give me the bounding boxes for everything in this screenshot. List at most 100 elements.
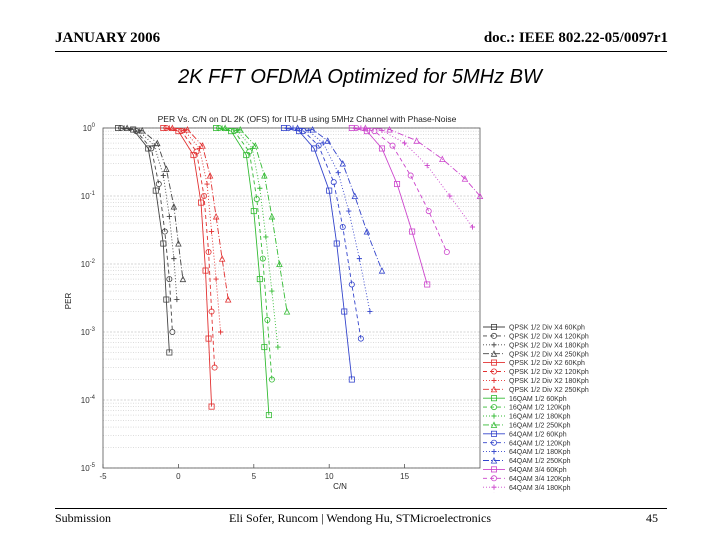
footer-submission: Submission — [55, 511, 112, 525]
data-point — [491, 449, 497, 455]
y-tick-label: 10-3 — [81, 327, 96, 337]
data-point — [169, 124, 176, 131]
legend-label: 16QAM 1/2 120Kph — [509, 405, 571, 412]
data-point — [174, 296, 180, 303]
series-line — [121, 127, 173, 333]
series-17 — [348, 124, 431, 288]
data-point — [154, 139, 161, 147]
data-point — [206, 172, 214, 179]
data-point — [490, 404, 497, 411]
footer-rule — [55, 508, 667, 509]
data-point — [280, 124, 287, 131]
data-point — [490, 395, 497, 402]
data-point — [269, 288, 275, 294]
data-point — [193, 148, 200, 155]
data-point — [476, 192, 484, 199]
x-tick-label: -5 — [99, 472, 107, 481]
header-rule — [55, 51, 667, 52]
series-line — [118, 127, 170, 353]
series-line — [356, 127, 448, 253]
data-point — [491, 413, 497, 419]
data-point — [208, 228, 215, 235]
data-point — [447, 193, 453, 199]
data-point — [263, 234, 269, 240]
data-point — [413, 137, 420, 144]
data-point — [221, 124, 229, 131]
data-point — [224, 296, 232, 303]
y-tick-label: 10-1 — [81, 191, 96, 201]
data-point — [202, 267, 209, 274]
data-point — [290, 125, 296, 131]
data-point — [311, 145, 318, 152]
x-axis-label: C/N — [333, 482, 347, 491]
data-point — [208, 308, 215, 315]
header-date: JANUARY 2006 — [55, 30, 161, 46]
data-point — [166, 213, 172, 220]
header-doc-id: doc.: IEEE 802.22-05/0097r1 — [483, 30, 668, 46]
data-point — [261, 172, 268, 179]
data-point — [252, 142, 259, 149]
series-5 — [160, 124, 215, 410]
data-point — [259, 255, 266, 262]
data-point — [211, 364, 218, 371]
data-point — [268, 212, 276, 220]
data-point — [198, 199, 205, 206]
data-point — [425, 208, 432, 215]
data-point — [490, 368, 497, 375]
data-point — [208, 403, 215, 410]
data-point — [443, 249, 450, 256]
y-tick-label: 10-5 — [81, 463, 96, 473]
data-point — [324, 137, 331, 144]
data-point — [333, 240, 340, 247]
data-point — [256, 276, 263, 283]
series-line — [127, 127, 184, 280]
data-point — [243, 152, 250, 159]
data-point — [163, 296, 170, 303]
plot-frame — [102, 127, 481, 469]
legend-label: 16QAM 1/2 180Kph — [509, 414, 571, 421]
data-point — [161, 228, 168, 235]
data-point — [362, 124, 369, 131]
legend-label: QPSK 1/2 Div X2 120Kph — [509, 369, 589, 376]
legend-label: 64QAM 1/2 180Kph — [509, 449, 571, 456]
data-point — [461, 175, 469, 182]
data-point — [335, 170, 341, 176]
legend-label: 64QAM 1/2 60Kph — [509, 431, 567, 438]
data-point — [264, 317, 271, 324]
series-group — [115, 124, 484, 419]
series-4 — [123, 124, 187, 283]
data-point — [363, 228, 371, 235]
data-point — [205, 249, 212, 256]
series-14 — [285, 124, 364, 342]
series-line — [288, 127, 362, 339]
data-point — [315, 142, 322, 149]
data-point — [469, 224, 476, 230]
data-point — [491, 342, 497, 348]
series-10 — [216, 124, 275, 383]
data-point — [339, 160, 347, 167]
series-line — [163, 127, 213, 407]
x-tick-label: 5 — [252, 472, 257, 481]
y-tick-label: 100 — [83, 123, 96, 133]
data-point — [358, 125, 364, 131]
data-point — [424, 281, 431, 288]
x-tick-label: 15 — [400, 472, 409, 481]
legend-label: QPSK 1/2 Div X4 180Kph — [509, 342, 589, 349]
data-point — [326, 187, 333, 194]
series-line — [219, 127, 273, 380]
data-point — [490, 332, 497, 339]
data-point — [490, 323, 497, 330]
data-point — [175, 240, 182, 247]
series-15 — [290, 125, 373, 315]
data-point — [152, 187, 159, 194]
data-point — [357, 335, 364, 342]
data-point — [257, 185, 263, 191]
data-point — [265, 412, 272, 419]
data-point — [394, 181, 401, 188]
data-point — [490, 421, 498, 428]
legend-label: 64QAM 3/4 60Kph — [509, 467, 567, 474]
data-point — [371, 128, 378, 135]
data-point — [424, 162, 430, 169]
data-point — [490, 359, 497, 366]
data-point — [213, 124, 220, 131]
